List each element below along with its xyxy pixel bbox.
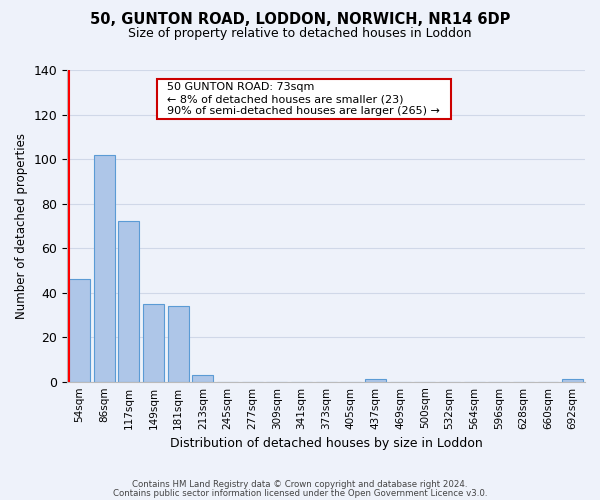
X-axis label: Distribution of detached houses by size in Loddon: Distribution of detached houses by size … [170,437,482,450]
Y-axis label: Number of detached properties: Number of detached properties [15,133,28,319]
Bar [365,380,386,382]
Bar [562,380,583,382]
Bar [118,222,139,382]
Bar [94,154,115,382]
Bar [192,375,213,382]
Bar [69,280,90,382]
Bar [143,304,164,382]
Text: Contains public sector information licensed under the Open Government Licence v3: Contains public sector information licen… [113,488,487,498]
Bar [167,306,188,382]
Text: 50 GUNTON ROAD: 73sqm
  ← 8% of detached houses are smaller (23)
  90% of semi-d: 50 GUNTON ROAD: 73sqm ← 8% of detached h… [160,82,447,116]
Text: 50, GUNTON ROAD, LODDON, NORWICH, NR14 6DP: 50, GUNTON ROAD, LODDON, NORWICH, NR14 6… [90,12,510,28]
Text: Size of property relative to detached houses in Loddon: Size of property relative to detached ho… [128,28,472,40]
Text: Contains HM Land Registry data © Crown copyright and database right 2024.: Contains HM Land Registry data © Crown c… [132,480,468,489]
